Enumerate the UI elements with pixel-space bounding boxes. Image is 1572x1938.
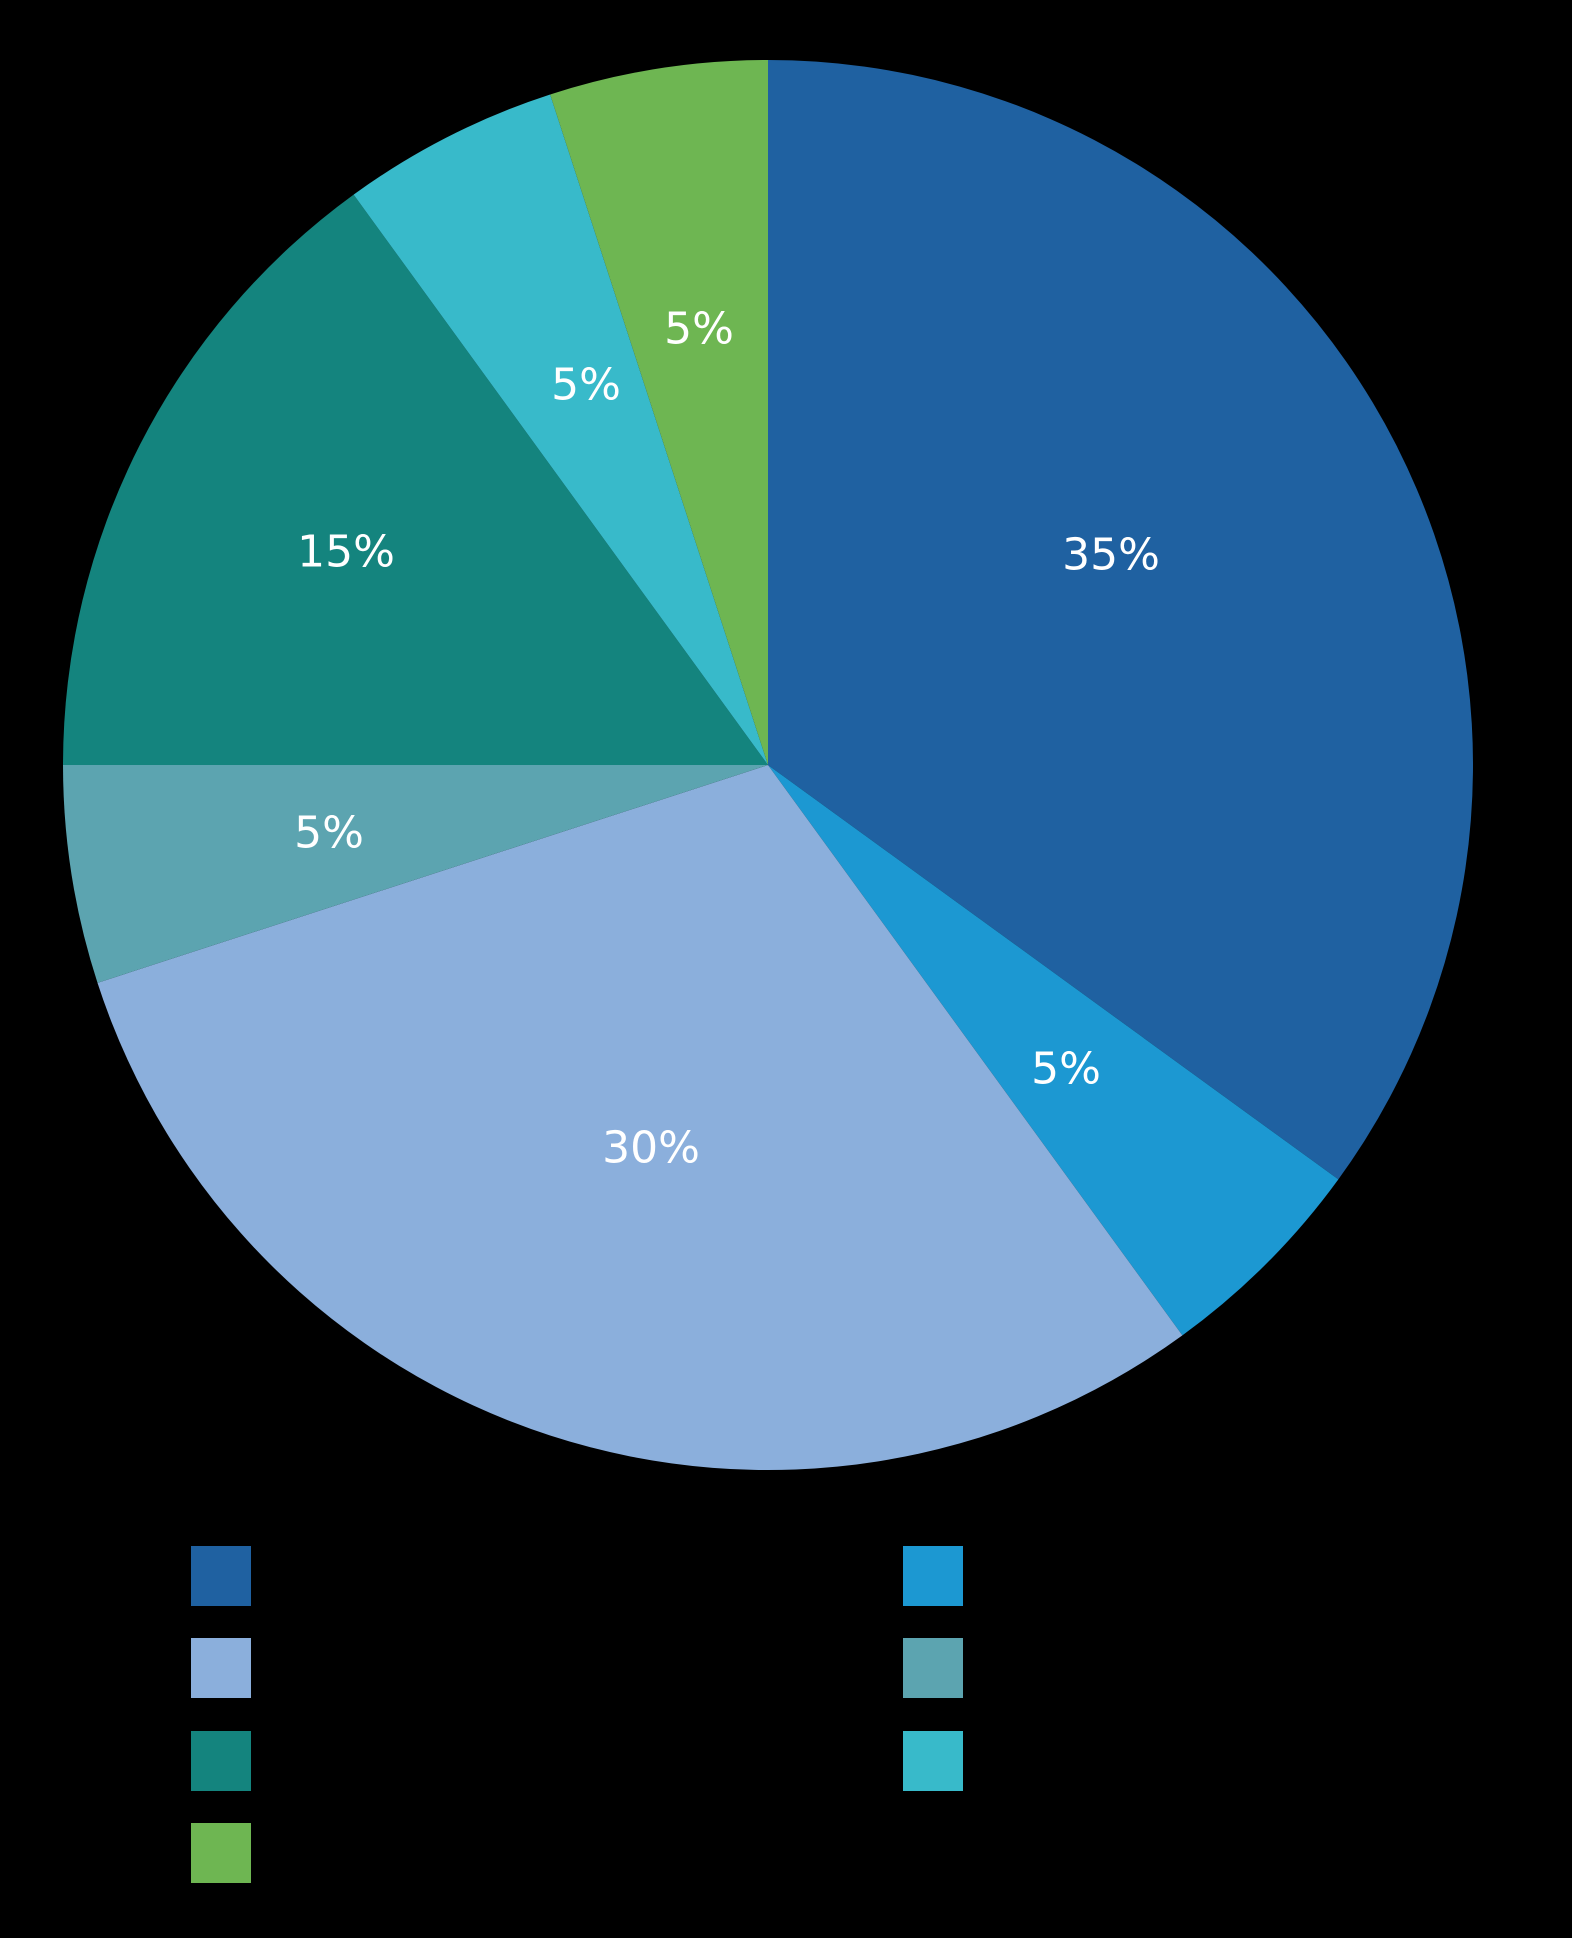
legend-swatch [903,1546,963,1606]
legend-swatch [191,1823,251,1883]
pie-slice [63,765,768,983]
slice-percent-label: 30% [602,1123,700,1174]
slice-percent-label: 5% [664,304,734,355]
pie-slice [768,765,1339,1336]
pie-slice [353,94,768,766]
slice-percent-label: 15% [297,527,395,578]
slice-percent-label: 5% [1031,1044,1101,1095]
legend-swatch [191,1546,251,1606]
pie-slice [768,60,1473,1180]
legend-swatch [191,1731,251,1791]
pie-slice [63,194,768,766]
legend-swatch [903,1731,963,1791]
legend-swatch [903,1638,963,1698]
pie-slice [550,60,768,765]
legend-swatch [191,1638,251,1698]
pie-plot: 35% 5% 30% 5% 15% 5% 5% [63,60,1473,1470]
slice-percent-label: 5% [551,360,621,411]
pie-slice [97,765,1183,1470]
slice-percent-label: 35% [1062,530,1160,581]
slice-percent-label: 5% [294,808,364,859]
